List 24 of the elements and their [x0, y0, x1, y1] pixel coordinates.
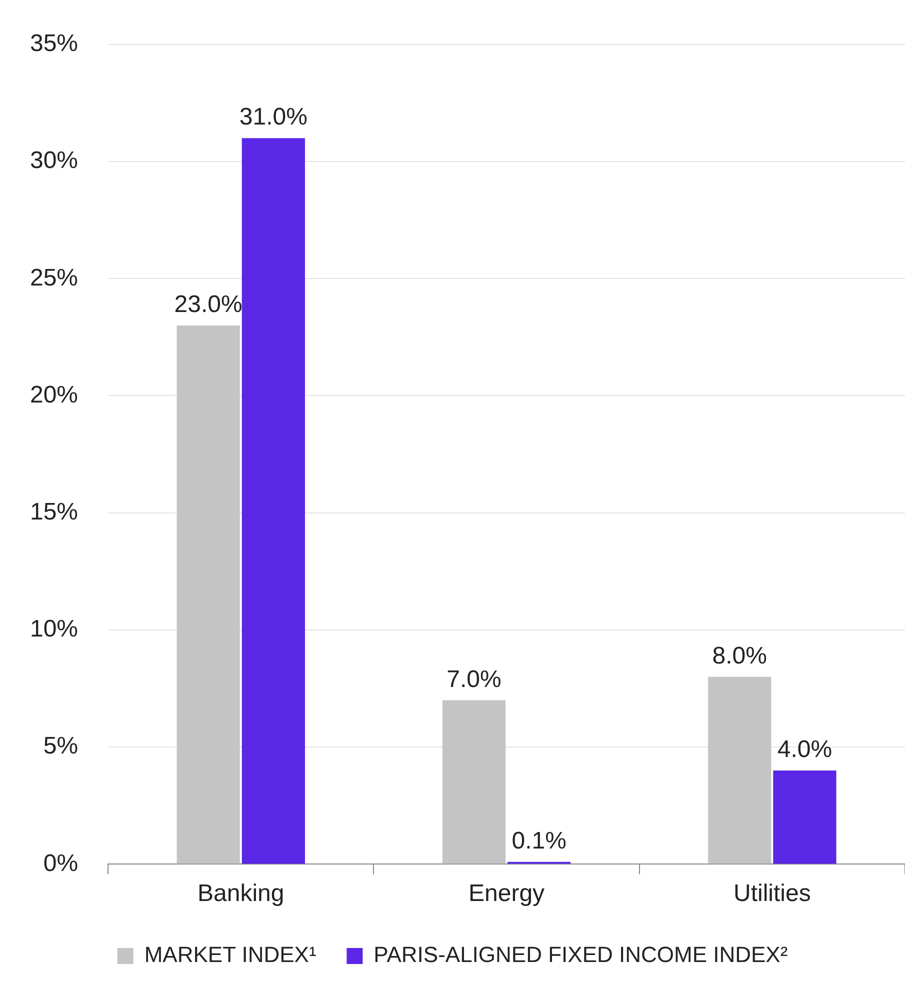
y-tick-label: 35% — [30, 30, 78, 58]
data-label: 4.0% — [777, 736, 832, 764]
legend-label: PARIS-ALIGNED FIXED INCOME INDEX² — [374, 942, 788, 968]
bar — [242, 138, 305, 864]
y-tick-label: 15% — [30, 498, 78, 526]
x-tick-label: Utilities — [734, 880, 811, 908]
data-label: 7.0% — [446, 666, 502, 693]
x-tick-label: Banking — [197, 880, 284, 908]
y-tick-label: 30% — [30, 147, 78, 174]
bar — [708, 676, 772, 864]
bar — [773, 770, 836, 864]
y-tick-label: 25% — [30, 264, 78, 292]
y-tick-label: 0% — [43, 850, 78, 877]
x-tick-label: Energy — [468, 880, 545, 908]
y-tick-label: 20% — [30, 381, 78, 408]
bar — [176, 325, 240, 864]
y-tick-label: 10% — [30, 616, 78, 643]
bar — [442, 700, 506, 864]
data-label: 0.1% — [512, 827, 566, 854]
y-tick-label: 5% — [43, 732, 78, 760]
data-label: 31.0% — [239, 104, 308, 131]
data-label: 23.0% — [174, 291, 242, 318]
data-label: 8.0% — [712, 642, 767, 670]
legend-label: MARKET INDEX¹ — [144, 942, 316, 968]
